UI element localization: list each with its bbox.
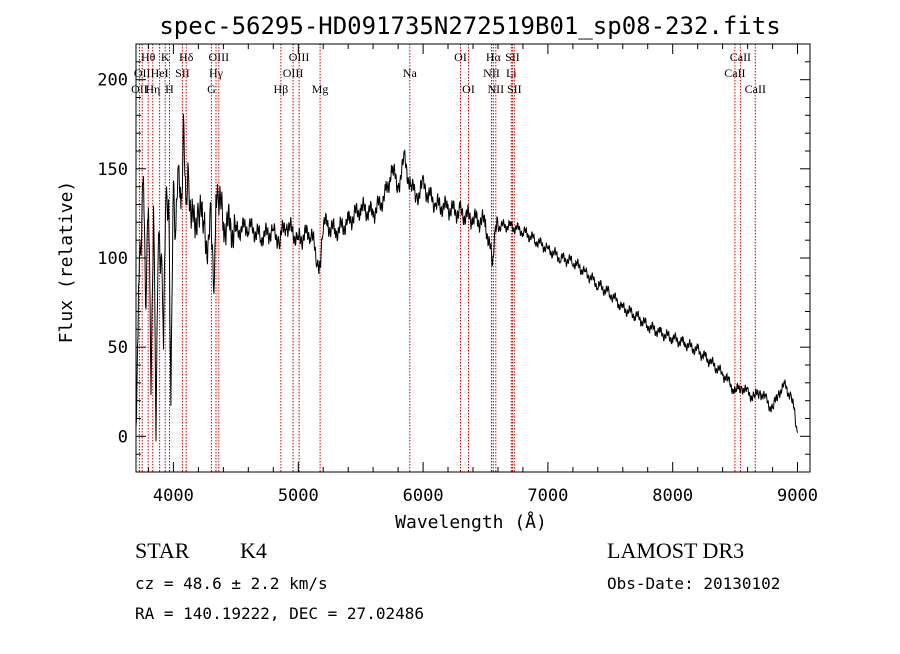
line-marker-label-caii: CaII xyxy=(745,82,766,96)
line-marker-label-li: Li xyxy=(506,66,517,80)
redshift-velocity: cz = 48.6 ± 2.2 km/s xyxy=(135,574,328,593)
line-marker-label-hβ: Hβ xyxy=(274,82,289,96)
line-marker-label-hθ: Hθ xyxy=(141,50,156,64)
line-marker-label-hγ: Hγ xyxy=(209,66,224,80)
y-tick-label: 0 xyxy=(118,427,128,447)
line-marker-label-k: K xyxy=(161,50,170,64)
y-tick-label: 50 xyxy=(108,338,128,358)
x-tick-label: 4000 xyxy=(153,486,194,506)
coordinates: RA = 140.19222, DEC = 27.02486 xyxy=(135,604,424,623)
line-marker-label-oi: OI xyxy=(454,50,467,64)
line-marker-label-sii: SII xyxy=(507,82,522,96)
chart-title: spec-56295-HD091735N272519B01_sp08-232.f… xyxy=(159,12,780,40)
line-marker-label-sii: SII xyxy=(175,66,190,80)
line-marker-label-nii: NII xyxy=(483,66,500,80)
y-axis-label: Flux (relative) xyxy=(56,181,77,344)
x-tick-label: 7000 xyxy=(527,486,568,506)
x-axis-label: Wavelength (Å) xyxy=(395,511,547,533)
line-marker-label-hδ: Hδ xyxy=(179,50,194,64)
x-tick-label: 6000 xyxy=(403,486,444,506)
axis-tick-labels: 4000 5000 6000 7000 8000 9000 0 50 100 150 200 xyxy=(97,71,818,506)
plot-frame xyxy=(135,43,811,473)
axis-ticks xyxy=(136,44,810,472)
x-tick-label: 9000 xyxy=(777,486,818,506)
line-marker-label-oii: OII xyxy=(134,66,151,80)
y-tick-label: 150 xyxy=(97,160,128,180)
y-tick-label: 100 xyxy=(97,249,128,269)
line-marker-label-caii: CaII xyxy=(724,66,745,80)
line-marker-label-oiii: OIII xyxy=(283,66,304,80)
line-marker-label-oii: OII xyxy=(131,82,148,96)
line-marker-label-hα: Hα xyxy=(486,50,502,64)
line-marker-label-hei: HeI xyxy=(151,66,169,80)
line-marker-label-oi: OI xyxy=(462,82,475,96)
line-marker-label-mg: Mg xyxy=(312,82,329,96)
line-marker-label-na: Na xyxy=(403,66,418,80)
line-marker-label-nii: NII xyxy=(487,82,504,96)
line-marker-label-caii: CaII xyxy=(730,50,751,64)
x-tick-label: 5000 xyxy=(278,486,319,506)
spectrum-series xyxy=(135,113,798,442)
x-tick-label: 8000 xyxy=(652,486,693,506)
spectral-line-markers: OIIOIIHθHηHeIKHSIIHδGHγOIIIHβOIIIOIIIMgN… xyxy=(131,44,766,472)
object-class: STAR xyxy=(135,538,190,563)
line-marker-label-g: G xyxy=(207,82,216,96)
survey-name: LAMOST DR3 xyxy=(607,538,745,563)
line-marker-label-hη: Hη xyxy=(145,82,160,96)
observation-date: Obs-Date: 20130102 xyxy=(607,574,781,593)
object-subclass: K4 xyxy=(240,538,267,563)
line-marker-label-h: H xyxy=(165,82,174,96)
line-marker-label-oiii: OIII xyxy=(208,50,229,64)
line-marker-label-sii: SII xyxy=(505,50,520,64)
spectrum-line-spectrum xyxy=(135,113,798,442)
line-marker-label-oiii: OIII xyxy=(289,50,310,64)
y-tick-label: 200 xyxy=(97,71,128,91)
